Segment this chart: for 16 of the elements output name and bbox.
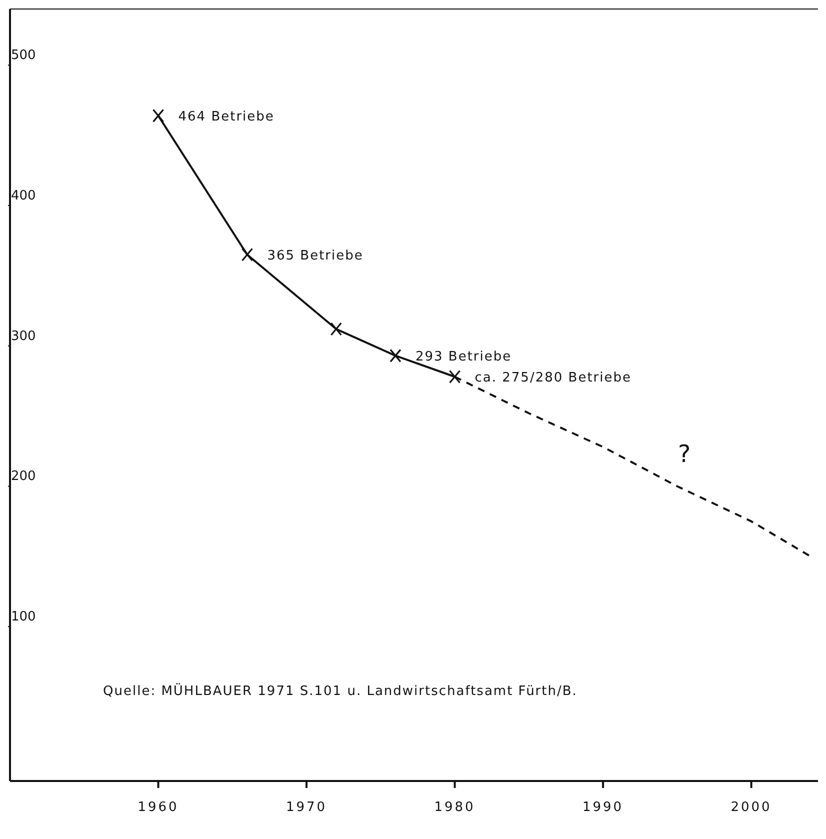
y-tick-label: 400	[11, 188, 36, 204]
x-tick-label: 1980	[434, 800, 476, 816]
annotation: 464 Betriebe	[178, 109, 274, 124]
annotation: Quelle: MÜHLBAUER 1971 S.101 u. Landwirtschaftsamt Fürth/B.	[103, 684, 578, 699]
annotation: 293 Betriebe	[415, 349, 512, 364]
annotation: ca. 275/280 Betriebe	[474, 370, 632, 386]
y-tick-label: 200	[11, 469, 36, 484]
annotation: ?	[678, 440, 691, 468]
annotation: 365 Betriebe	[267, 248, 364, 264]
x-tick-label: 2000	[730, 800, 772, 816]
x-tick-label: 1990	[582, 800, 624, 816]
x-tick-label: 1970	[286, 800, 328, 816]
y-tick-label: 100	[11, 610, 36, 625]
y-tick-label: 500	[11, 48, 36, 64]
x-tick-label: 1960	[138, 800, 179, 816]
y-tick-label: 300	[11, 328, 36, 344]
